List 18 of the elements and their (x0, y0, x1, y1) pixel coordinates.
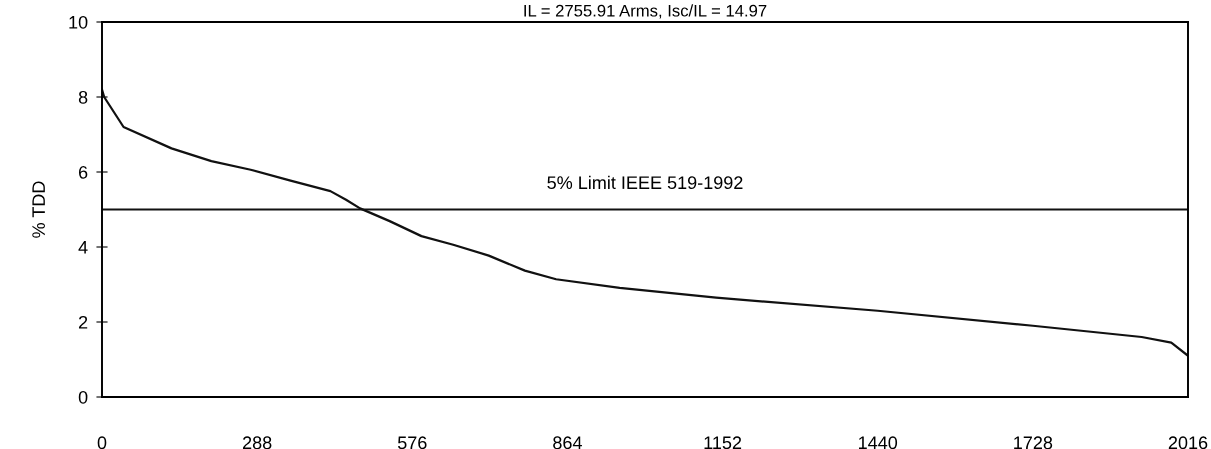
x-tick-label: 1728 (1014, 436, 1053, 449)
y-tick-label: 2 (78, 315, 88, 329)
ref-line-label: 5% Limit IEEE 519-1992 (547, 175, 743, 190)
y-axis-title: % TDD (32, 181, 45, 238)
x-tick-label: 288 (242, 436, 272, 449)
x-tick-label: 1440 (859, 436, 898, 449)
x-tick-label: 864 (553, 436, 582, 449)
x-tick-label: 576 (397, 436, 427, 449)
y-tick-label: 4 (78, 241, 88, 254)
chart-title: IL = 2755.91 Arms, Isc/IL = 14.97 (524, 4, 767, 19)
x-tick-label: 1152 (704, 436, 742, 449)
x-tick-label: 2016 (1168, 436, 1208, 449)
y-tick-label: 8 (78, 90, 88, 104)
x-tick-label: 0 (97, 436, 107, 449)
y-tick-label: 0 (78, 390, 88, 404)
y-tick-label: 10 (69, 15, 88, 29)
y-tick-label: 6 (78, 165, 88, 179)
line-series (102, 88, 1188, 357)
